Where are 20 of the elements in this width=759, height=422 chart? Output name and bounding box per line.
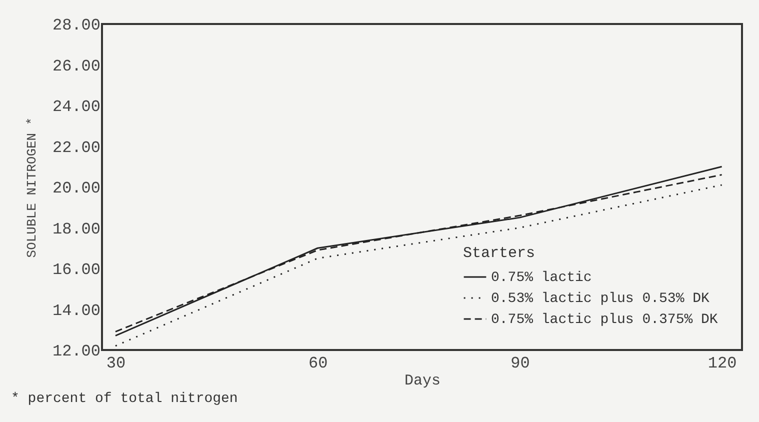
y-tick-label: 24.00	[52, 98, 100, 116]
y-tick-label: 14.00	[52, 302, 100, 320]
legend-title: Starters	[463, 245, 536, 262]
y-tick-label: 18.00	[52, 220, 100, 238]
x-tick-label: 30	[106, 354, 126, 372]
legend-label: 0.75% lactic plus 0.375% DK	[491, 312, 718, 328]
x-tick-label: 60	[308, 354, 328, 372]
y-tick-label: 22.00	[52, 138, 100, 157]
x-tick-label: 120	[708, 354, 737, 372]
y-tick-label: 12.00	[52, 342, 100, 360]
y-tick-label: 28.00	[52, 16, 100, 34]
text: * percent of total nitrogen	[10, 391, 238, 407]
y-tick-label: 20.00	[52, 180, 100, 198]
y-tick-label: 26.00	[52, 57, 100, 76]
legend-label: 0.75% lactic	[491, 270, 592, 286]
y-axis-title: SOLUBLE NITROGEN *	[24, 117, 40, 258]
x-tick-label: 90	[510, 354, 530, 372]
y-tick-label: 16.00	[52, 261, 100, 279]
legend-label: 0.53% lactic plus 0.53% DK	[491, 291, 710, 307]
x-axis-title: Days	[404, 372, 441, 390]
